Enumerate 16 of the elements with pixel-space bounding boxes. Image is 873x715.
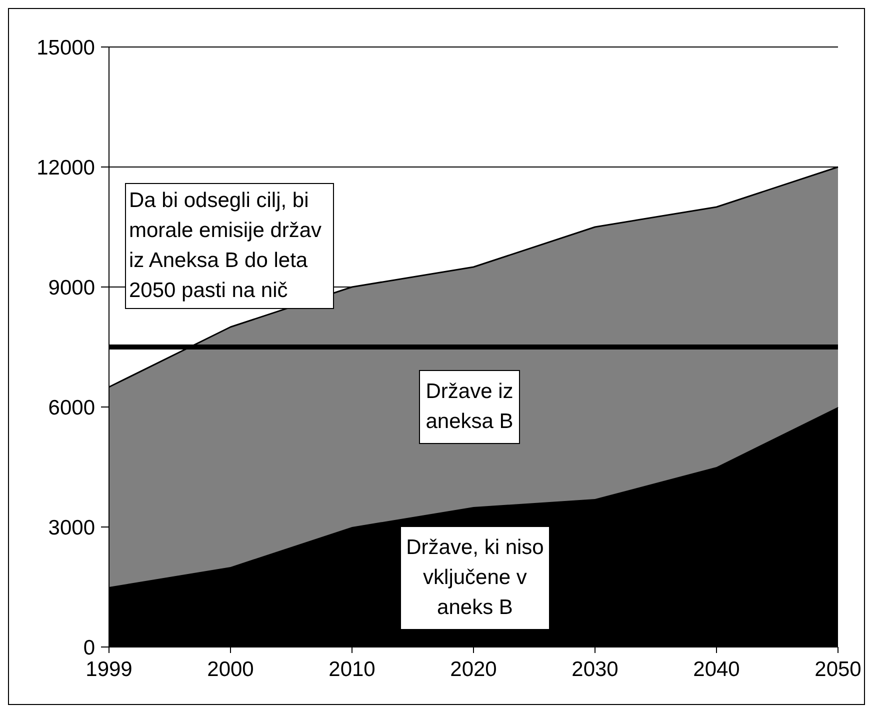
y-tick-label: 0	[83, 636, 95, 660]
y-tick-label: 6000	[48, 396, 95, 420]
y-tick-label: 12000	[36, 156, 95, 180]
x-tick-label: 2040	[693, 658, 740, 681]
x-tick-label: 2010	[328, 658, 376, 681]
x-tick-label: 2050	[814, 658, 862, 681]
y-tick-label: 3000	[48, 516, 95, 540]
series-label: Države, ki niso vključene v aneks B	[406, 536, 544, 619]
y-tick-label: 9000	[48, 276, 95, 300]
x-tick-label: 2000	[207, 658, 254, 681]
x-tick-label: 2030	[572, 658, 618, 681]
x-tick-label: 2020	[450, 658, 497, 681]
annotation: Da bi odsegli cilj, bi morale emisije držav iz Aneksa B do leta 2050 pasti na nič	[129, 189, 322, 302]
series-label: Države iz aneksa B	[426, 380, 514, 433]
y-tick-label: 15000	[36, 36, 95, 60]
x-tick-label: 1999	[86, 658, 132, 681]
